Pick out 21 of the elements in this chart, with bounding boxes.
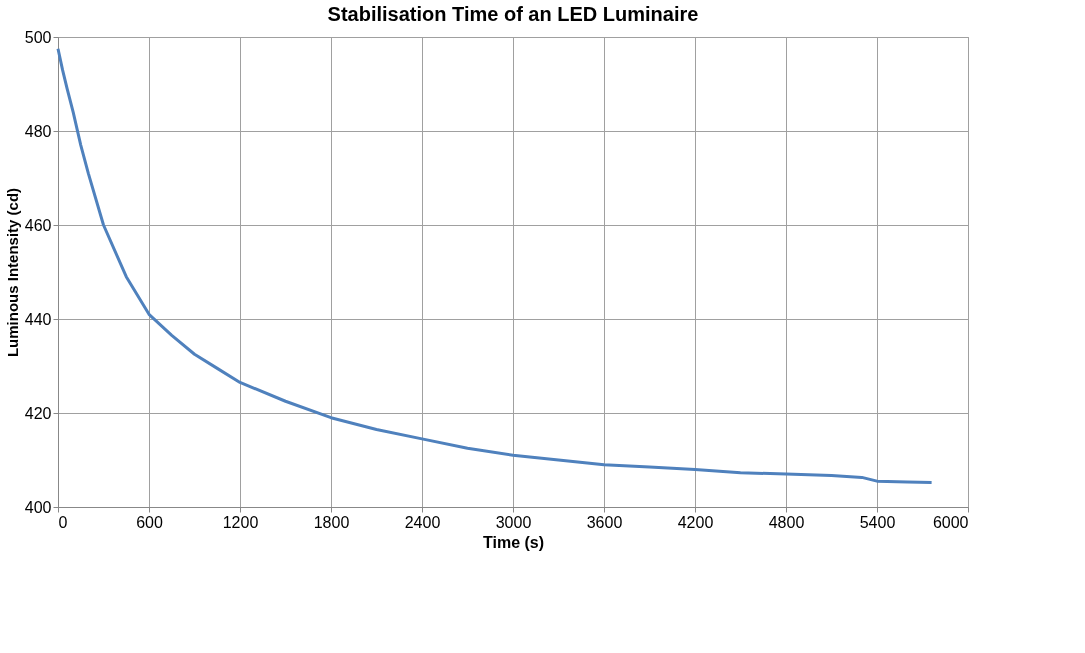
- y-axis-title: Luminous Intensity (cd): [3, 187, 21, 358]
- y-tick-label: 420: [24, 404, 52, 422]
- y-tick-label: 440: [24, 310, 52, 328]
- x-tick-label: 5400: [859, 513, 896, 531]
- x-axis-title: Time (s): [482, 533, 545, 551]
- x-tick-label: 3000: [495, 513, 532, 531]
- x-tick-label: 6000: [932, 513, 969, 531]
- y-tick-label: 480: [24, 122, 52, 140]
- x-tick-label: 3600: [586, 513, 623, 531]
- x-tick-label: 4800: [768, 513, 805, 531]
- x-tick-label: 2400: [404, 513, 441, 531]
- y-tick-label: 460: [24, 216, 52, 234]
- x-tick-label: 0: [58, 513, 68, 531]
- x-tick-label: 1800: [313, 513, 350, 531]
- x-tick-label: 600: [136, 513, 163, 531]
- y-tick-label: 500: [24, 28, 52, 46]
- x-tick-label: 4200: [677, 513, 714, 531]
- y-tick-label: 400: [24, 498, 52, 516]
- chart-title: Stabilisation Time of an LED Luminaire: [327, 3, 699, 25]
- x-tick-label: 1200: [222, 513, 259, 531]
- line-series: [56, 47, 934, 485]
